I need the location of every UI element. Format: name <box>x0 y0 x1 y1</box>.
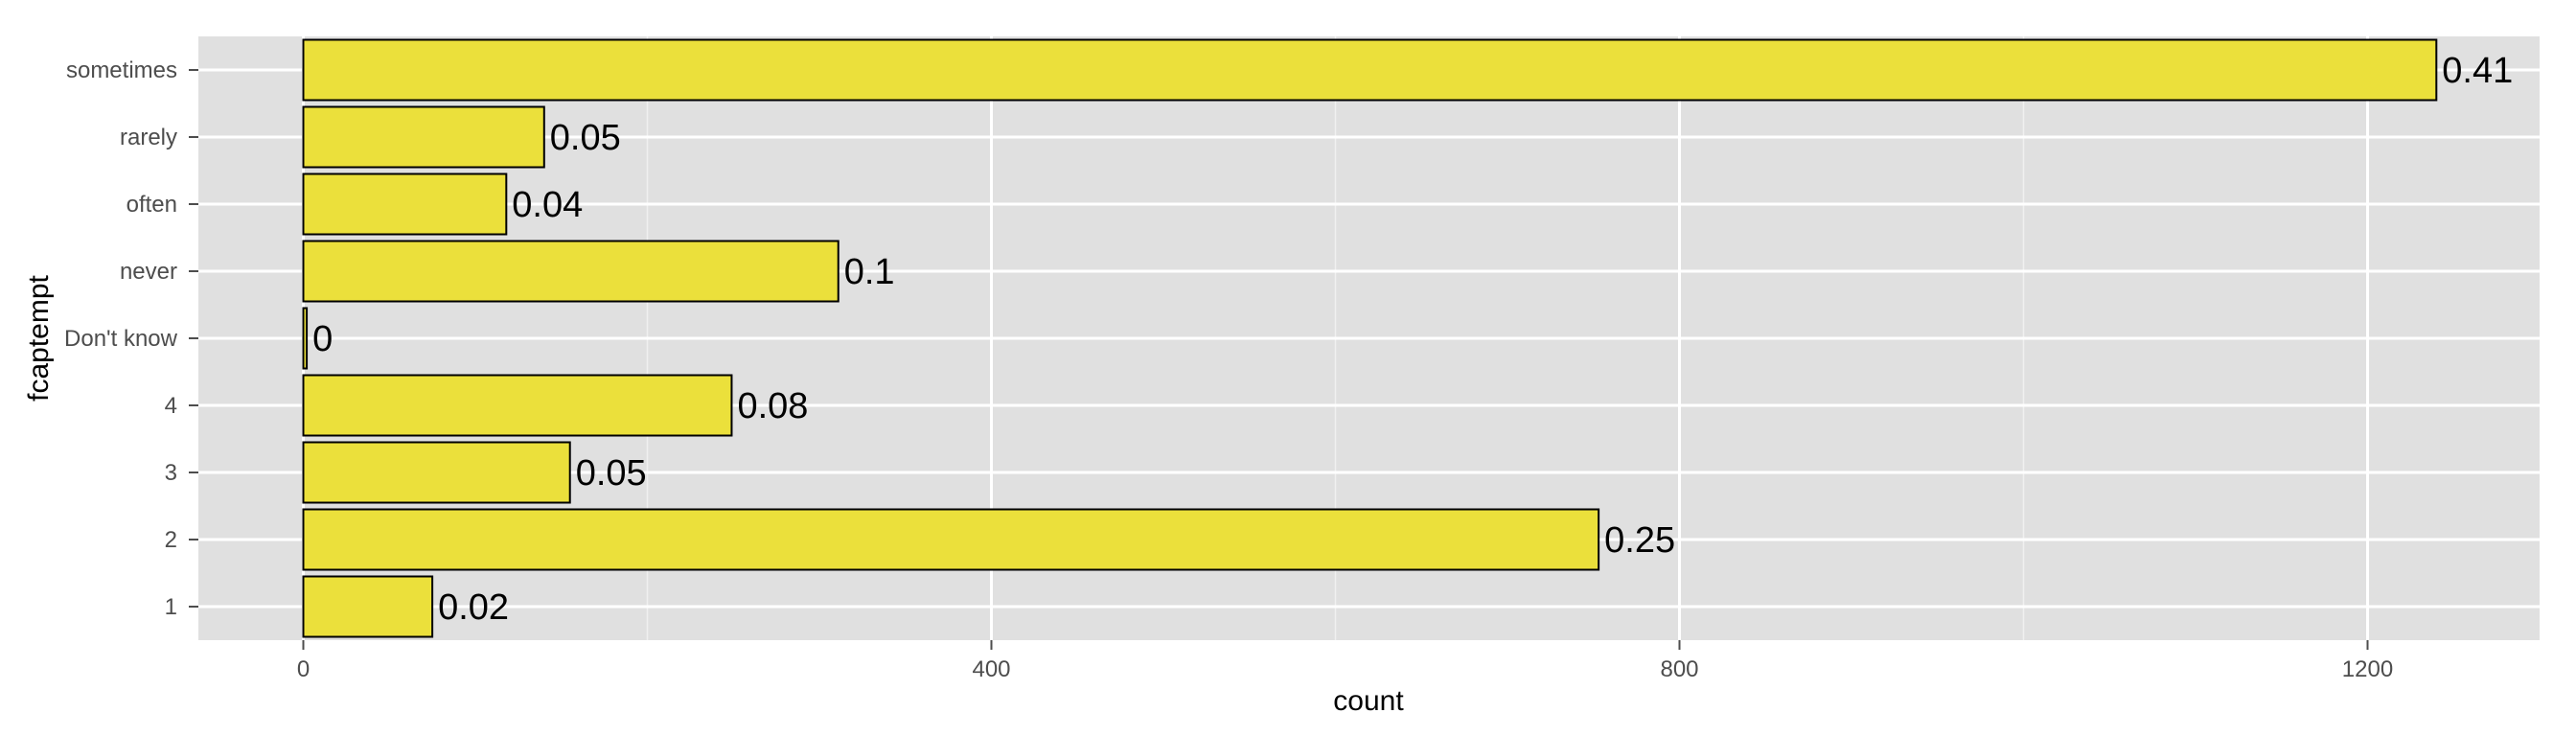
bar <box>302 441 571 504</box>
y-tick-label: 2 <box>165 527 177 553</box>
y-tick-label: rarely <box>120 125 177 150</box>
bar <box>302 575 434 638</box>
x-axis: 0 400 800 1200 <box>297 640 2393 682</box>
bars <box>302 38 2438 638</box>
y-axis-title: fcaptempt <box>23 274 55 401</box>
y-tick-label: Don't know <box>64 326 178 352</box>
y-tick-label: 4 <box>165 393 177 419</box>
bar <box>302 508 1600 571</box>
y-axis: 1 2 3 4 Don't know never often rarely sometimes <box>64 58 198 620</box>
y-tick-label: 1 <box>165 594 177 620</box>
x-tick-label: 1200 <box>2342 656 2393 682</box>
bar <box>302 374 733 437</box>
x-tick-label: 0 <box>297 656 310 682</box>
data-label: 0.05 <box>576 453 647 494</box>
data-label: 0.05 <box>550 118 621 158</box>
bar <box>302 105 545 169</box>
bar <box>302 307 309 370</box>
data-label: 0.41 <box>2442 51 2513 91</box>
data-label: 0.04 <box>512 185 583 225</box>
y-tick-label: sometimes <box>66 58 177 83</box>
data-label: 0.08 <box>737 386 808 426</box>
data-labels: 0.02 0.25 0.05 0.08 0 0.1 0.04 0.05 0.41 <box>312 51 2513 628</box>
x-tick-label: 800 <box>1660 656 1698 682</box>
bar <box>302 38 2438 102</box>
x-tick-label: 400 <box>972 656 1010 682</box>
data-label: 0.1 <box>844 252 895 292</box>
data-label: 0 <box>312 319 333 359</box>
x-axis-title: count <box>1333 685 1404 717</box>
y-tick-label: 3 <box>165 460 177 486</box>
bar <box>302 240 840 303</box>
bar <box>302 172 508 236</box>
data-label: 0.25 <box>1604 520 1675 561</box>
data-label: 0.02 <box>438 587 509 628</box>
y-tick-label: never <box>120 259 177 285</box>
y-tick-label: often <box>126 192 177 218</box>
